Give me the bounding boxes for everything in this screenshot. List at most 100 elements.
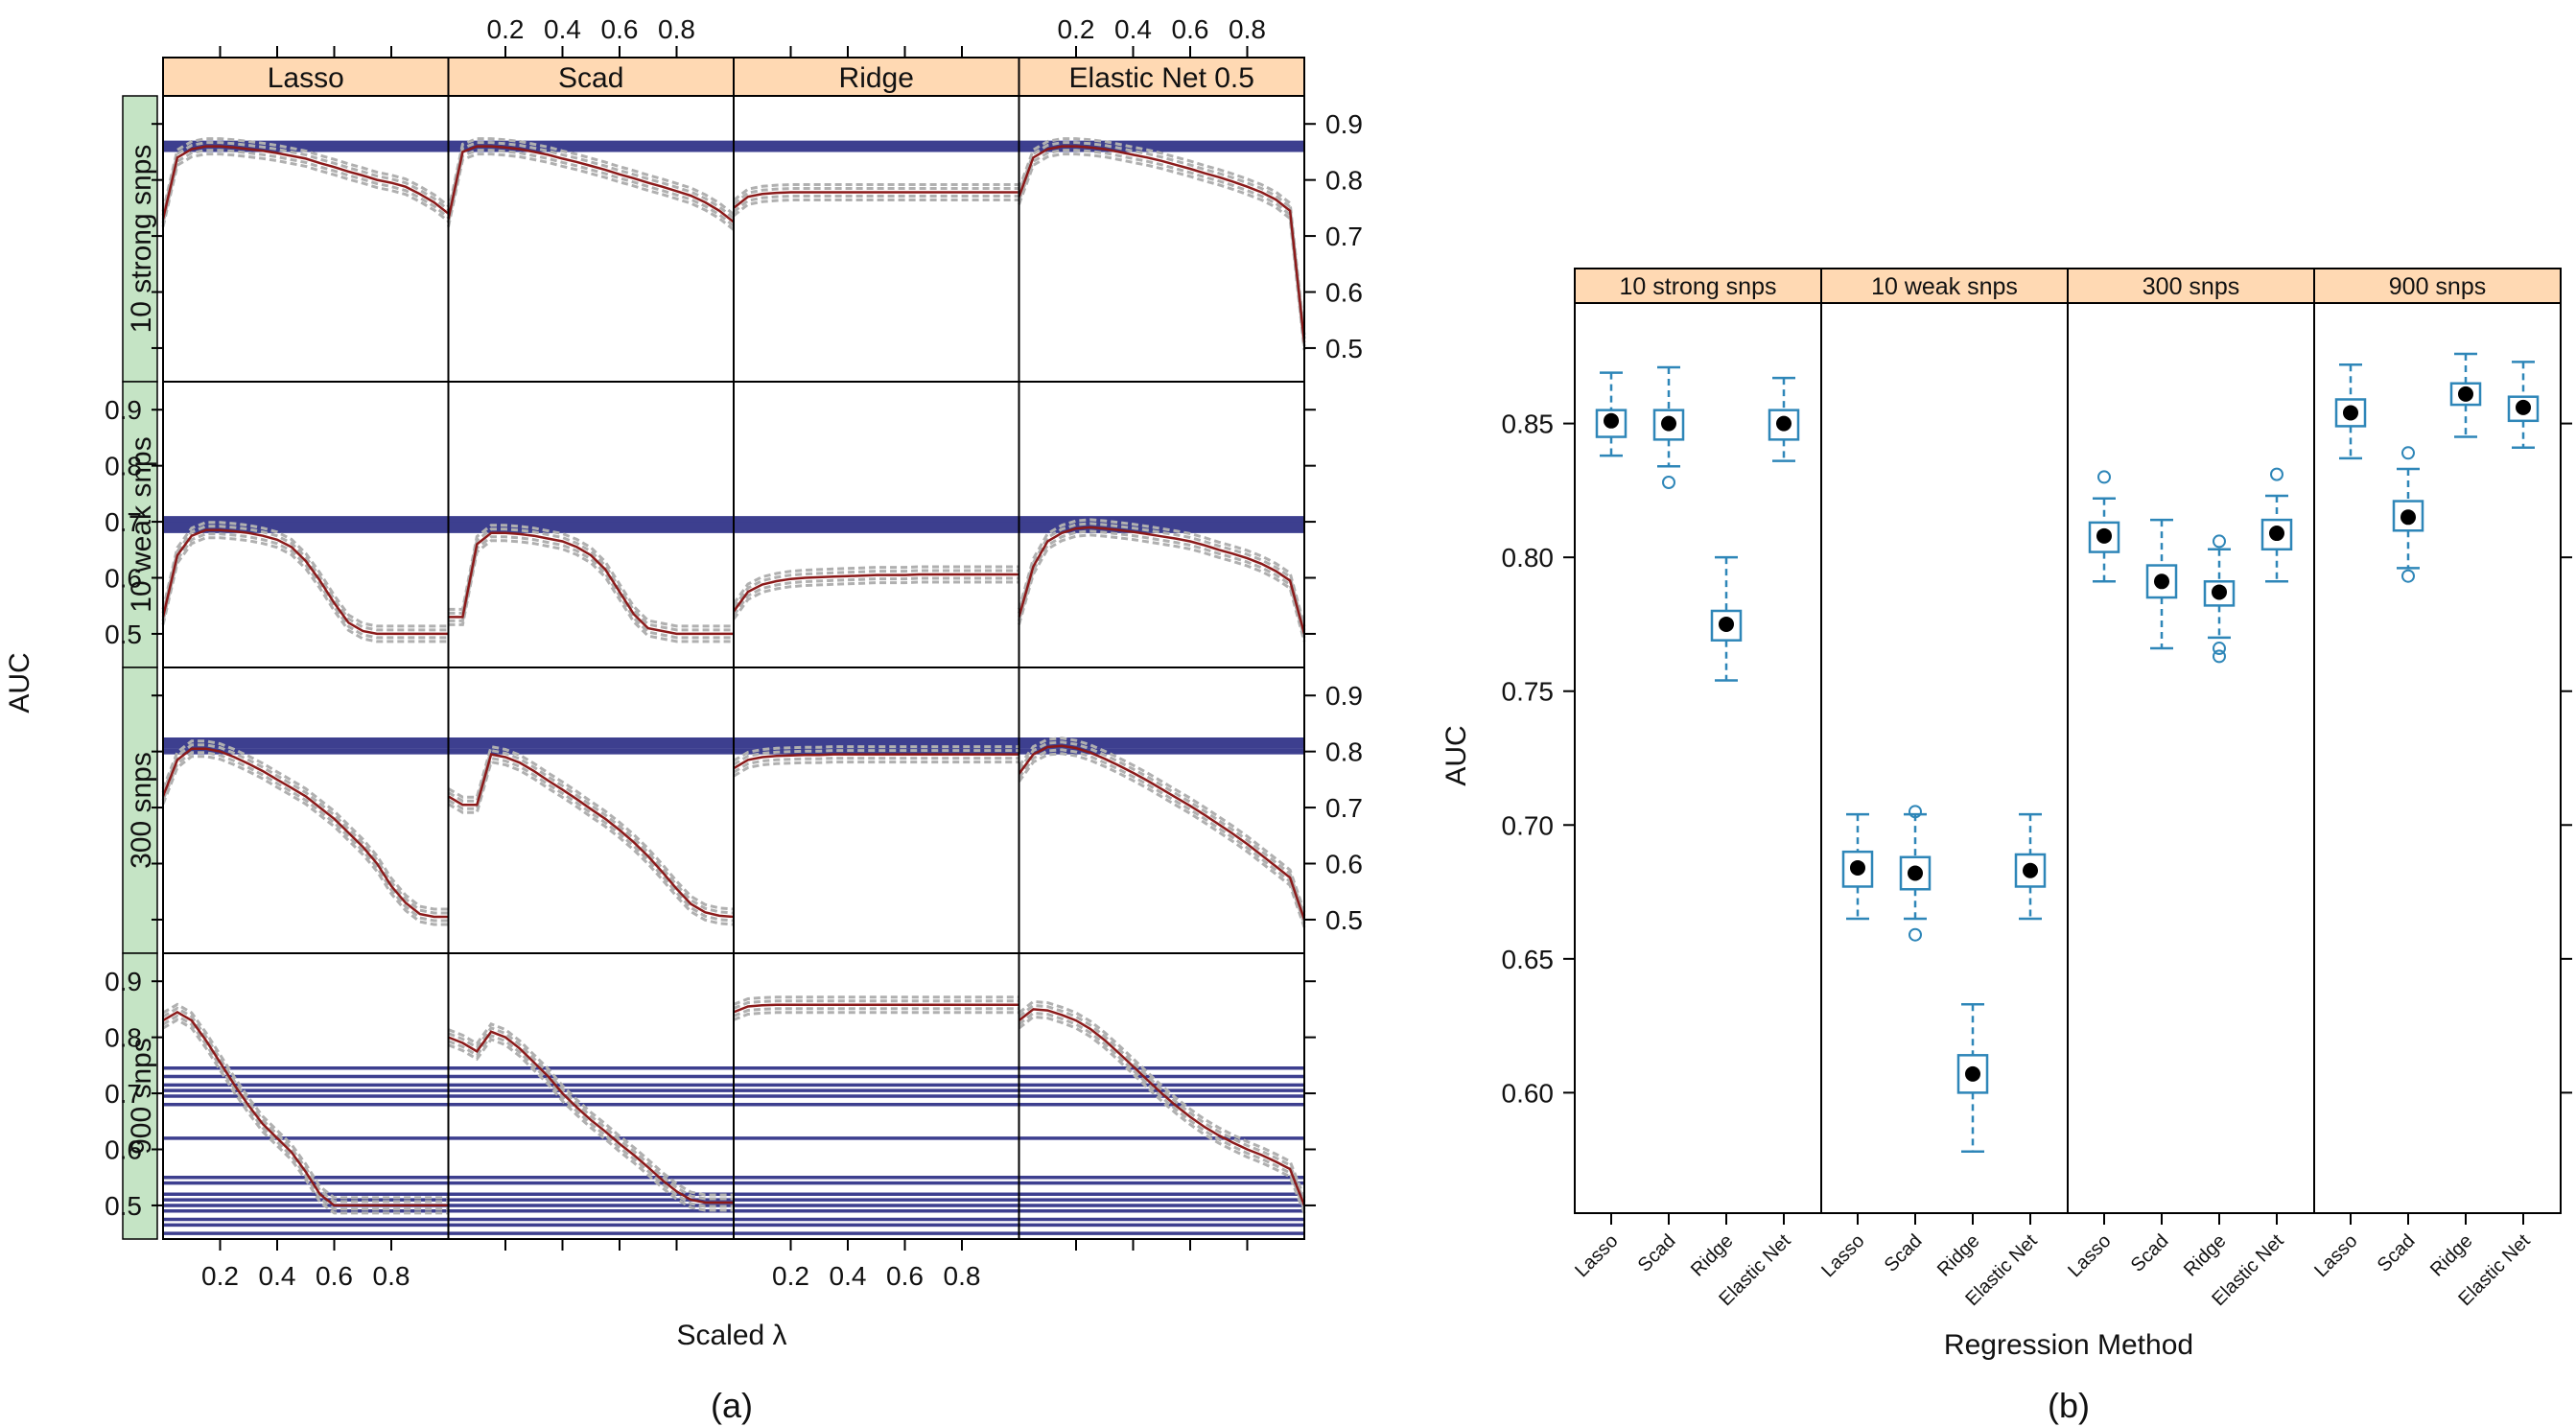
trace-envelope-10-strong-snps-elastic-net-0-5	[1018, 141, 1306, 339]
outlier-300-snps-ridge	[2213, 534, 2226, 549]
trace-envelope-300-snps-elastic-net-0-5	[1018, 752, 1306, 928]
mean-curve-900-snps-scad	[448, 1030, 734, 1205]
panel-b-x-axis-title: Regression Method	[1944, 1329, 2193, 1361]
x-tick-label-top-scad: 0.2	[487, 14, 525, 44]
mean-curve-300-snps-ridge	[733, 753, 1019, 770]
trace-envelope-900-snps-elastic-net-0-5	[1018, 1011, 1306, 1210]
x-tick-label-top-elastic-net-0-5: 0.4	[1114, 14, 1152, 44]
trace-envelope-300-snps-scad	[447, 756, 735, 923]
panel-strip-label-300-snps: 300 snps	[2143, 273, 2239, 300]
y-tick-label-right-10-strong-snps: 0.7	[1325, 222, 1363, 251]
trace-envelope-10-weak-snps-lasso	[161, 521, 449, 628]
y-tick-label: 0.85	[1502, 409, 1555, 439]
y-tick-label: 0.80	[1502, 543, 1555, 573]
outlier-10-weak-snps-scad	[1909, 805, 1922, 819]
trace-envelope-10-strong-snps-elastic-net-0-5	[1018, 152, 1306, 351]
trace-envelope-900-snps-ridge	[733, 1011, 1019, 1021]
panel-a-label: (a)	[711, 1386, 753, 1425]
trace-envelope-10-strong-snps-lasso	[161, 149, 450, 223]
median-point-300-snps-ridge	[2212, 584, 2227, 600]
x-tick-label-bottom-lasso: 0.4	[259, 1261, 296, 1291]
trace-envelope-10-weak-snps-elastic-net-0-5	[1018, 529, 1306, 639]
trace-envelope-10-weak-snps-scad	[448, 527, 734, 632]
trace-envelope-300-snps-lasso	[161, 755, 449, 926]
panel-b-label: (b)	[2048, 1386, 2090, 1425]
row-strip-300-snps	[122, 667, 158, 954]
trace-envelope-10-weak-snps-lasso	[161, 525, 449, 632]
y-tick-label-left-900-snps: 0.9	[105, 967, 142, 996]
panel-a-x-axis-title: Scaled λ	[676, 1320, 786, 1351]
mean-curve-900-snps-elastic-net-0-5	[1018, 1008, 1306, 1206]
row-strip-label-900-snps: 900 snps	[126, 1038, 157, 1155]
y-tick-label: 0.75	[1502, 677, 1555, 707]
y-tick-label-right-10-strong-snps: 0.5	[1325, 334, 1363, 363]
y-tick-label: 0.65	[1502, 945, 1555, 974]
x-tick-label-top-elastic-net-0-5: 0.8	[1229, 14, 1266, 44]
outlier-300-snps-lasso	[2097, 470, 2111, 484]
trace-envelope-10-strong-snps-elastic-net-0-5	[1018, 149, 1306, 347]
trace-envelope-10-strong-snps-scad	[447, 141, 735, 220]
y-tick-label-left-10-weak-snps: 0.8	[105, 452, 142, 481]
x-tick-label-bottom-lasso: 0.2	[201, 1261, 239, 1291]
boxplot-300-snps-ridge	[2203, 534, 2236, 664]
outlier-10-strong-snps-scad	[1662, 476, 1675, 490]
column-strip-label-scad: Scad	[558, 62, 623, 94]
boxplot-10-weak-snps-lasso	[1841, 812, 1874, 921]
trace-envelope-900-snps-elastic-net-0-5	[1018, 1015, 1306, 1214]
median-point-900-snps-elastic-net	[2516, 399, 2531, 415]
trace-envelope-10-strong-snps-scad	[447, 149, 735, 227]
x-tick-label-bottom-ridge: 0.4	[830, 1261, 867, 1291]
median-point-900-snps-lasso	[2343, 405, 2358, 421]
boxplot-10-strong-snps-scad	[1652, 365, 1685, 490]
y-tick-label-left-10-weak-snps: 0.6	[105, 564, 142, 594]
y-tick-label: 0.60	[1502, 1078, 1555, 1108]
median-point-10-weak-snps-scad	[1908, 865, 1923, 881]
trace-envelope-10-strong-snps-scad	[447, 137, 735, 216]
mean-curve-10-strong-snps-lasso	[161, 145, 450, 220]
trace-envelope-10-strong-snps-elastic-net-0-5	[1018, 137, 1306, 336]
trace-envelope-900-snps-ridge	[733, 995, 1019, 1006]
trace-envelope-300-snps-lasso	[161, 743, 449, 915]
trace-envelope-300-snps-lasso	[161, 739, 449, 911]
panel-strip-900-snps	[2313, 268, 2562, 304]
column-strip-elastic-net-0-5	[1018, 57, 1305, 97]
trace-envelope-300-snps-elastic-net-0-5	[1018, 740, 1306, 917]
median-point-10-strong-snps-lasso	[1604, 412, 1619, 429]
row-strip-label-10-strong-snps: 10 strong snps	[126, 145, 157, 334]
x-tick-label-bottom-lasso: 0.8	[373, 1261, 410, 1291]
y-tick-label-left-900-snps: 0.6	[105, 1135, 142, 1165]
boxplot-900-snps-lasso	[2334, 363, 2367, 460]
mean-curve-10-weak-snps-elastic-net-0-5	[1018, 526, 1306, 635]
mean-curve-10-strong-snps-scad	[447, 145, 735, 223]
boxplot-900-snps-elastic-net	[2507, 361, 2540, 449]
boxplot-10-strong-snps-elastic-net	[1768, 376, 1800, 462]
mean-curve-10-strong-snps-elastic-net-0-5	[1018, 145, 1306, 343]
mean-curve-300-snps-scad	[447, 753, 735, 919]
outlier-10-weak-snps-scad	[1909, 927, 1922, 942]
x-tick-label-top-scad: 0.4	[544, 14, 581, 44]
y-tick-label-right-10-strong-snps: 0.6	[1325, 278, 1363, 308]
median-point-10-weak-snps-lasso	[1850, 859, 1865, 876]
y-tick-label-right-10-strong-snps: 0.9	[1325, 109, 1363, 139]
boxplot-900-snps-ridge	[2449, 352, 2482, 438]
x-tick-label-top-scad: 0.8	[658, 14, 695, 44]
row-strip-10-weak-snps	[122, 381, 158, 668]
trace-envelope-10-weak-snps-elastic-net-0-5	[1018, 522, 1306, 631]
trace-envelope-900-snps-lasso	[162, 1002, 449, 1200]
row-strip-label-300-snps: 300 snps	[126, 752, 157, 869]
median-point-900-snps-scad	[2400, 509, 2416, 526]
trace-envelope-900-snps-scad	[447, 1025, 734, 1201]
y-tick-label-right-300-snps: 0.6	[1325, 850, 1363, 879]
outlier-300-snps-ridge	[2213, 649, 2226, 664]
trace-envelope-10-strong-snps-lasso	[161, 152, 450, 227]
column-strip-label-elastic-net-0-5: Elastic Net 0.5	[1069, 62, 1254, 94]
y-tick-label-left-900-snps: 0.7	[105, 1079, 142, 1109]
mean-curve-10-weak-snps-ridge	[732, 573, 1019, 613]
x-tick-label-top-elastic-net-0-5: 0.6	[1172, 14, 1209, 44]
x-tick-label-top-scad: 0.6	[601, 14, 639, 44]
median-point-900-snps-ridge	[2458, 386, 2473, 402]
y-tick-label-left-10-weak-snps: 0.7	[105, 507, 142, 537]
boxplot-10-weak-snps-scad	[1899, 805, 1932, 942]
median-point-10-weak-snps-elastic-net	[2023, 862, 2038, 878]
